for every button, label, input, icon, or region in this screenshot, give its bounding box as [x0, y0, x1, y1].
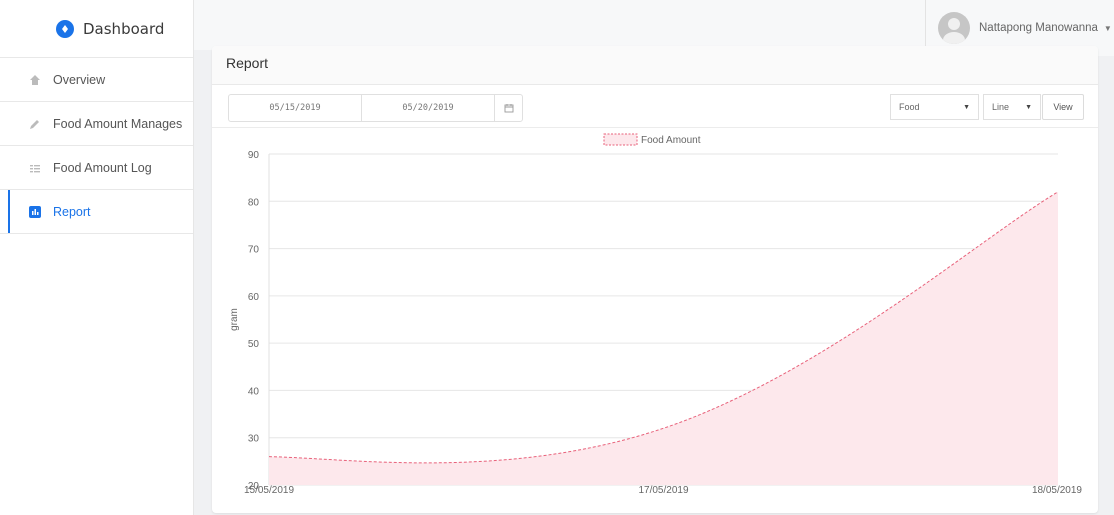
avatar[interactable] — [938, 12, 970, 44]
home-icon — [29, 74, 41, 86]
y-tick-label: 30 — [248, 434, 260, 445]
x-tick-label: 17/05/2019 — [638, 485, 688, 496]
chevron-down-icon[interactable]: ▼ — [1103, 23, 1112, 33]
brand[interactable]: Dashboard — [0, 0, 193, 57]
x-tick-label: 15/05/2019 — [244, 485, 294, 496]
top-bar: Nattapong Manowanna ▼ — [194, 0, 1114, 56]
y-axis-label: gram — [229, 308, 240, 331]
sidebar-item-food-amount-manages[interactable]: Food Amount Manages — [0, 101, 193, 145]
list-icon — [29, 162, 41, 174]
y-tick-label: 60 — [248, 292, 260, 303]
calendar-icon[interactable] — [495, 95, 522, 121]
y-tick-label: 70 — [248, 245, 260, 256]
y-tick-label: 80 — [248, 197, 260, 208]
chart-type-select-value: Line — [992, 102, 1010, 112]
user-name: Nattapong Manowanna — [979, 22, 1098, 34]
sidebar-item-overview[interactable]: Overview — [0, 57, 193, 101]
sidebar-item-label: Food Amount Log — [53, 160, 152, 175]
chevron-down-icon: ▼ — [1025, 103, 1032, 111]
type-select[interactable]: Food ▼ — [890, 94, 979, 120]
sidebar-item-report[interactable]: Report — [0, 189, 193, 234]
page-title: Report — [212, 46, 1098, 85]
start-date-input[interactable] — [229, 95, 362, 121]
series-area — [269, 191, 1058, 485]
y-tick-label: 40 — [248, 386, 260, 397]
y-tick-label: 50 — [248, 339, 260, 350]
end-date-input[interactable] — [362, 95, 495, 121]
food-amount-chart: 20 30 40 50 60 70 80 90 gram 15/05/2019 17/05/2019… — [212, 126, 1098, 513]
bar-chart-icon — [29, 205, 41, 218]
date-range-picker — [228, 94, 523, 122]
sidebar-item-food-amount-log[interactable]: Food Amount Log — [0, 145, 193, 189]
brand-label: Dashboard — [83, 19, 165, 38]
sidebar: Dashboard Overview Food Amount Manages F… — [0, 0, 194, 515]
report-card: Report Food ▼ Line ▼ View 20 30 40 50 60 70 80… — [212, 46, 1098, 513]
chart-type-select[interactable]: Line ▼ — [983, 94, 1041, 120]
sidebar-item-label: Food Amount Manages — [53, 116, 183, 131]
chart-svg: 20 30 40 50 60 70 80 90 gram 15/05/2019 17/05/2019… — [229, 133, 1082, 496]
legend-swatch — [603, 133, 638, 146]
sidebar-item-label: Overview — [53, 72, 106, 87]
pencil-icon — [29, 118, 41, 130]
report-toolbar: Food ▼ Line ▼ View — [212, 85, 1098, 128]
series-line — [268, 191, 1059, 464]
logo-icon — [56, 19, 74, 38]
view-button[interactable]: View — [1042, 94, 1084, 120]
y-tick-label: 90 — [248, 150, 260, 161]
y-tick-label: 20 — [248, 481, 260, 492]
type-select-value: Food — [899, 102, 920, 112]
x-tick-label: 18/05/2019 — [1032, 485, 1082, 496]
chevron-down-icon: ▼ — [963, 103, 970, 111]
report-controls: Food ▼ Line ▼ View — [890, 94, 1084, 120]
sidebar-item-label: Report — [53, 204, 91, 219]
legend-label: Food Amount — [641, 135, 701, 146]
